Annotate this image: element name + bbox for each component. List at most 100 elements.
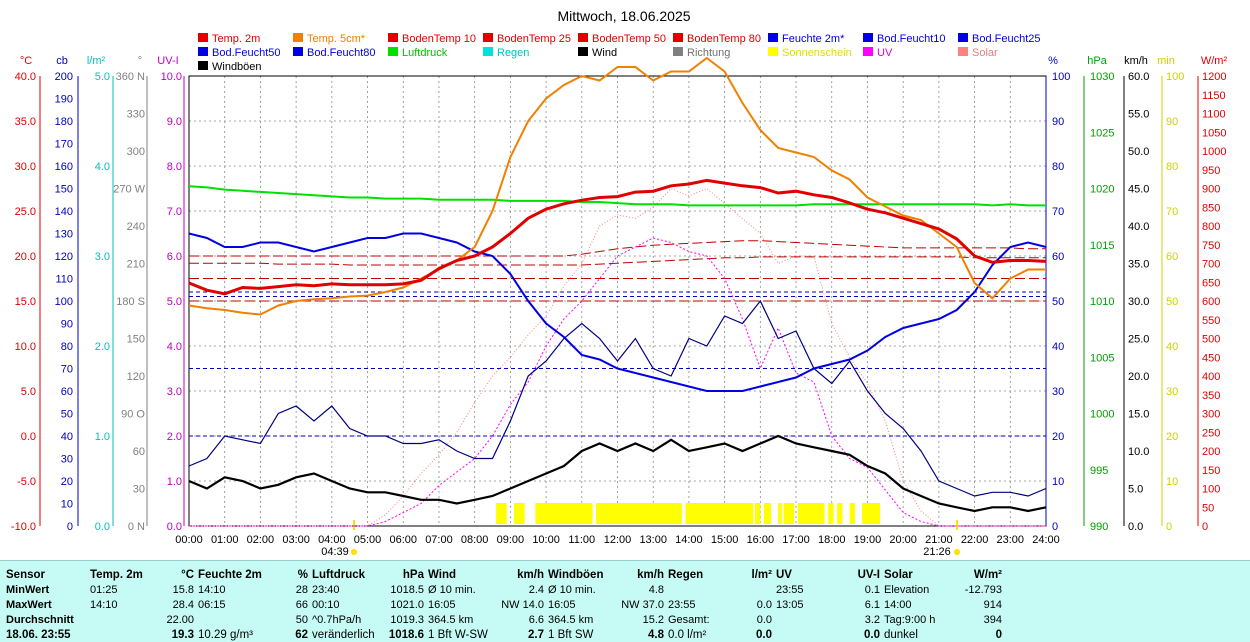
cb-tick-label: 140 [55,206,73,218]
kmh-tick-label: 20.0 [1128,371,1149,383]
stats-cell [774,612,838,627]
wm2-unit-label: W/m² [1201,55,1228,67]
stats-cell: 2.7 [528,628,544,641]
stats-cell: 28 [295,583,308,596]
time-tick-label: 20:00 [889,534,917,546]
legend-swatch [388,47,398,56]
dir-tick-label: 60 [133,446,145,458]
stats-cell: -12.793 [964,583,1002,596]
hum-tick-label: 20 [1052,431,1064,443]
stats-cell: 0.1 [864,583,880,596]
time-tick-label: 15:00 [711,534,739,546]
sunshine-block [496,503,507,524]
wm2-tick-label: 1200 [1202,71,1226,83]
legend-swatch [483,47,493,56]
time-tick-label: 03:00 [282,534,310,546]
hpa-tick-label: 1030 [1090,71,1114,83]
stats-cell: 1018.5 [390,583,424,596]
hpa-unit-label: hPa [1087,55,1107,67]
rain-tick-label: 4.0 [95,161,110,173]
wm2-tick-label: 750 [1202,240,1220,252]
legend-label: BodenTemp 10 [402,33,476,45]
statistics-table: Sensor Temp. 2m °C Feuchte 2m % Luftdruc… [4,567,1004,642]
temp-tick-label: 25.0 [15,206,36,218]
dir-tick-label: 300 [127,146,145,158]
legend-swatch [863,47,873,56]
wm2-tick-label: 0 [1202,521,1208,533]
dir-tick-label: 270 W [113,184,145,196]
legend-swatch [388,33,398,42]
time-tick-label: 08:00 [461,534,489,546]
cb-tick-label: 130 [55,229,73,241]
sunshine-block [778,503,782,524]
time-tick-label: 24:00 [1032,534,1060,546]
stats-cell: 23:40 [312,583,340,596]
dir-tick-label: 330 [127,109,145,121]
cb-tick-label: 150 [55,184,73,196]
stats-header: °C [181,568,194,581]
legend-swatch [578,47,588,56]
stats-cell: 16:05 [548,598,576,611]
weather-chart: Mittwoch, 18.06.2025 Temp. 2m Temp. 5cm* B… [11,8,1228,558]
stats-label: 18.06. 23:55 [6,628,71,641]
legend-label: Regen [497,47,529,59]
time-tick-label: 06:00 [389,534,417,546]
min-tick-label: 40 [1166,341,1178,353]
time-tick-label: 07:00 [425,534,453,546]
temp-unit-label: °C [20,55,32,67]
kmh-unit-label: km/h [1124,55,1148,67]
time-tick-label: 14:00 [675,534,703,546]
wm2-tick-label: 250 [1202,427,1220,439]
hum-tick-label: 10 [1052,476,1064,488]
sunset-label: 21:26 [923,546,951,558]
dir-tick-label: 240 [127,221,145,233]
dir-unit-label: ° [138,55,142,67]
wm2-tick-label: 300 [1202,409,1220,421]
cb-tick-label: 190 [55,94,73,106]
stats-cell: 1018.6 [388,628,424,641]
legend-swatch [483,33,493,42]
chart-title: Mittwoch, 18.06.2025 [557,8,690,24]
time-tick-label: 12:00 [604,534,632,546]
legend-label: Bod.Feucht10 [877,33,946,45]
stats-cell: 23:55 [668,598,696,611]
time-tick-label: 17:00 [782,534,810,546]
stats-cell: 364.5 km [428,613,474,626]
time-tick-label: 01:00 [211,534,239,546]
min-tick-label: 20 [1166,431,1178,443]
sunshine-block [828,503,834,524]
rain-tick-label: 3.0 [95,251,110,263]
kmh-tick-label: 45.0 [1128,184,1149,196]
hpa-tick-label: 1000 [1090,409,1114,421]
time-tick-label: 05:00 [354,534,382,546]
legend-label: Feuchte 2m* [782,33,845,45]
cb-tick-label: 180 [55,116,73,128]
legend-label: UV [877,47,893,59]
temp-tick-label: -5.0 [17,476,36,488]
stats-cell: 66 [295,598,308,611]
temp-tick-label: 20.0 [15,251,36,263]
legend-swatch [198,33,208,42]
kmh-tick-label: 5.0 [1128,484,1143,496]
min-tick-label: 10 [1166,476,1178,488]
stats-header-row: Sensor Temp. 2m °C Feuchte 2m % Luftdruc… [4,567,1004,582]
stats-cell: 4.8 [648,628,664,641]
legend-swatch [958,47,968,56]
stats-cell: 13:05 [776,598,804,611]
legend-label: Temp. 5cm* [307,33,366,45]
stats-header: Luftdruck [312,568,366,581]
cb-tick-label: 200 [55,71,73,83]
cb-tick-label: 110 [55,274,73,286]
series-line-bodentemp-10 [189,240,1046,257]
temp-tick-label: -10.0 [11,521,36,533]
stats-cell: 2.4 [528,583,544,596]
series-line-uv [189,237,1046,527]
stats-cell: 394 [983,613,1002,626]
series-line-wind [188,434,1047,513]
wm2-tick-label: 200 [1202,446,1220,458]
stats-cell: 1 Bft SW [548,628,594,641]
series-line-temp-2m [188,178,1047,296]
min-tick-label: 50 [1166,296,1178,308]
stats-cell: dunkel [884,628,918,641]
cb-tick-label: 30 [61,454,73,466]
